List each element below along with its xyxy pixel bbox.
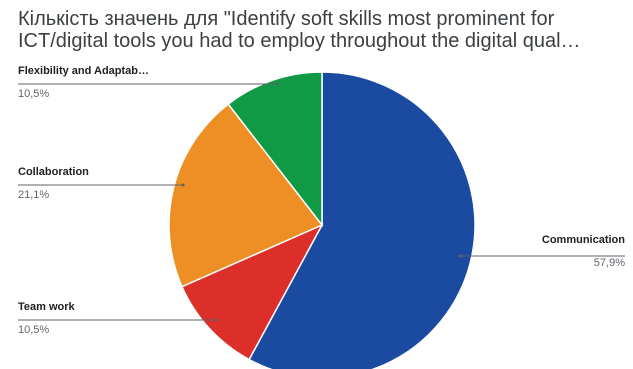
slice-percent: 21,1% xyxy=(18,189,49,201)
slice-label: Team work xyxy=(18,301,76,313)
leader-dot xyxy=(276,82,280,86)
slice-percent: 57,9% xyxy=(594,257,625,269)
pie-slice-team-work[interactable] xyxy=(180,223,324,361)
chart-title: Кількість значень для "Identify soft ski… xyxy=(18,8,581,52)
leader-dot xyxy=(181,183,185,187)
slice-label: Communication xyxy=(542,234,625,246)
slice-percent: 10,5% xyxy=(18,324,49,336)
leader-dot xyxy=(458,254,462,258)
slice-percent: 10,5% xyxy=(18,88,49,100)
slice-label: Collaboration xyxy=(18,166,89,178)
leader-dot xyxy=(214,318,218,322)
pie-slice-collaboration[interactable] xyxy=(168,103,324,288)
pie-slice-communication[interactable] xyxy=(248,71,476,369)
pie-slice-flexibility-and-adaptab[interactable] xyxy=(227,71,323,228)
slice-label: Flexibility and Adaptab… xyxy=(18,65,149,77)
